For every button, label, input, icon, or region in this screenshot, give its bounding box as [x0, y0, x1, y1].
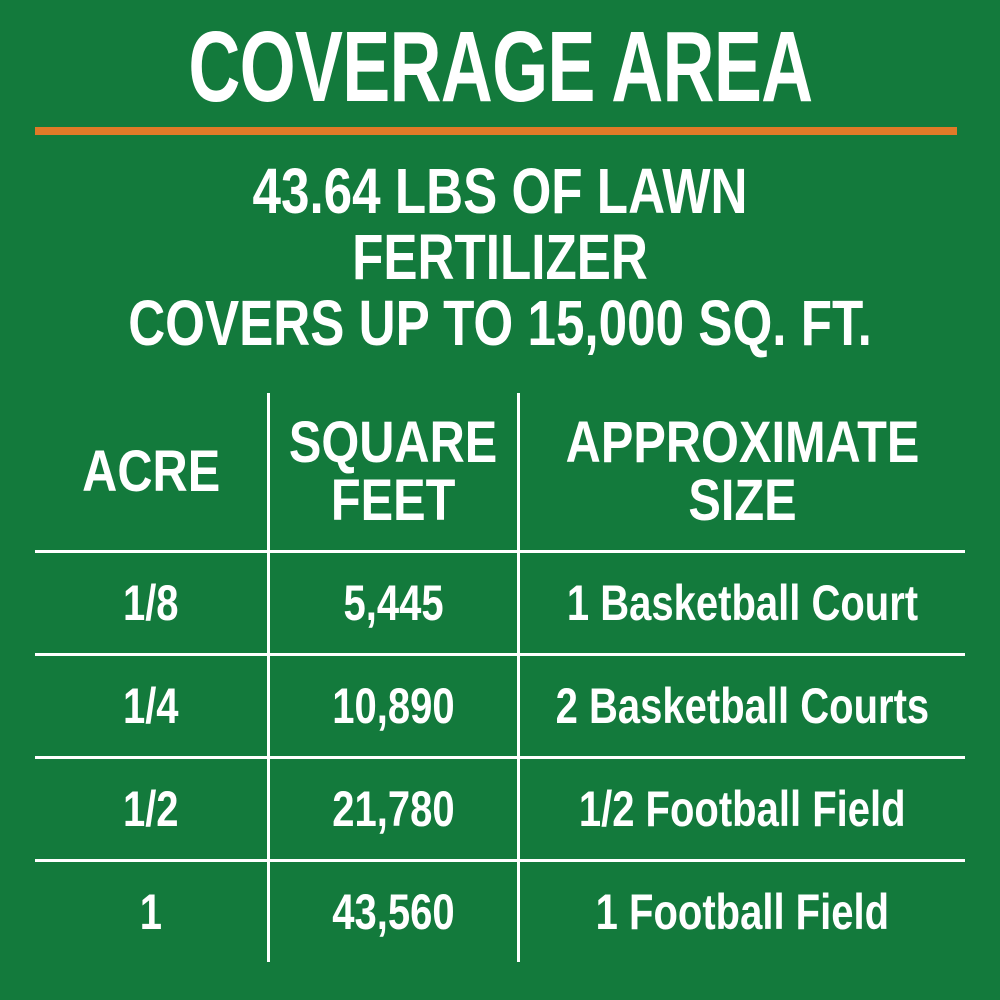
- table-row-cell-approximate-size: 1/2 Football Field: [517, 756, 965, 859]
- table-row-cell-acre: 1/2: [35, 756, 267, 859]
- page-title: COVERAGE AREA: [0, 11, 1000, 123]
- approximate-size-value: 1/2 Football Field: [579, 781, 906, 837]
- acre-value: 1: [139, 884, 163, 940]
- table-row-cell-approximate-size: 1 Basketball Court: [517, 550, 965, 653]
- square-feet-value: 5,445: [343, 575, 444, 631]
- table-row-cell-square-feet: 21,780: [267, 756, 517, 859]
- table-row-cell-approximate-size: 1 Football Field: [517, 859, 965, 962]
- orange-divider-rule: [35, 127, 957, 135]
- acre-value: 1/8: [123, 575, 179, 631]
- table-row-cell-acre: 1/8: [35, 550, 267, 653]
- approximate-size-value: 1 Football Field: [595, 884, 890, 940]
- table-header-approximate-size-label: APPROXIMATE SIZE: [565, 409, 920, 533]
- table-row-cell-approximate-size: 2 Basketball Courts: [517, 653, 965, 756]
- acre-value: 1/4: [123, 678, 179, 734]
- square-feet-value: 10,890: [332, 678, 455, 734]
- table-header-acre-label: ACRE: [81, 438, 221, 504]
- table-row-cell-square-feet: 5,445: [267, 550, 517, 653]
- table-row-cell-square-feet: 43,560: [267, 859, 517, 962]
- table-header-square-feet-label: SQUARE FEET: [289, 409, 498, 533]
- table-header-square-feet: SQUARE FEET: [267, 393, 517, 550]
- coverage-table: ACRE SQUARE FEET APPROXIMATE SIZE 1/8 5,…: [35, 393, 965, 962]
- table-row-cell-acre: 1: [35, 859, 267, 962]
- approximate-size-value: 1 Basketball Court: [566, 575, 919, 631]
- square-feet-value: 21,780: [332, 781, 455, 837]
- acre-value: 1/2: [123, 781, 179, 837]
- coverage-subtitle: 43.64 LBS OF LAWN FERTILIZER COVERS UP T…: [0, 158, 1000, 356]
- square-feet-value: 43,560: [332, 884, 455, 940]
- table-header-approximate-size: APPROXIMATE SIZE: [517, 393, 965, 550]
- page-title-text: COVERAGE AREA: [187, 11, 813, 123]
- coverage-subtitle-text: 43.64 LBS OF LAWN FERTILIZER COVERS UP T…: [128, 155, 872, 359]
- table-header-acre: ACRE: [35, 393, 267, 550]
- table-row-cell-acre: 1/4: [35, 653, 267, 756]
- approximate-size-value: 2 Basketball Courts: [555, 678, 930, 734]
- table-row-cell-square-feet: 10,890: [267, 653, 517, 756]
